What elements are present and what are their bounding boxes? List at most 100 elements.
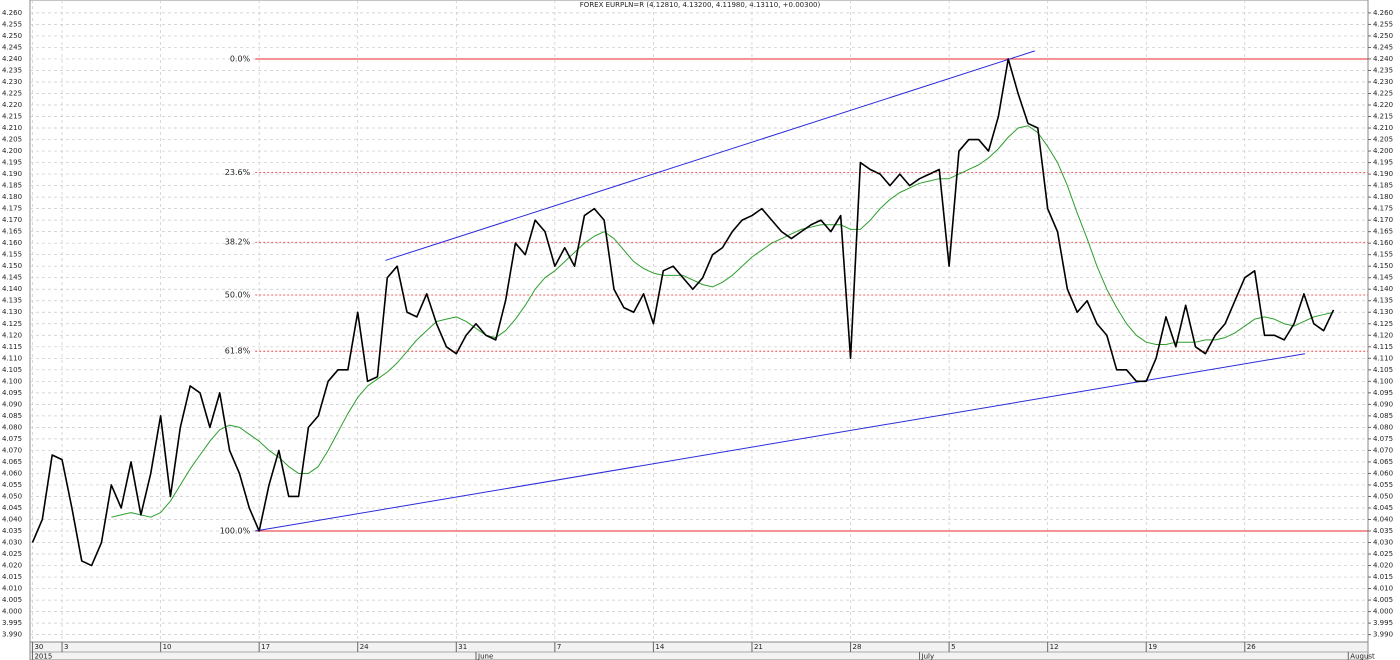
y-tick-label-right: 4.115 xyxy=(1373,343,1393,351)
y-tick-label-right: 4.120 xyxy=(1373,331,1393,339)
fib-label: 100.0% xyxy=(220,527,251,536)
y-tick-label: 4.055 xyxy=(2,481,22,489)
y-tick-label: 4.025 xyxy=(2,550,22,558)
y-tick-label-right: 4.000 xyxy=(1373,608,1393,616)
x-tick-label: 14 xyxy=(655,643,664,651)
y-tick-label: 4.185 xyxy=(2,182,22,190)
y-tick-label: 4.015 xyxy=(2,573,22,581)
y-tick-label-right: 4.030 xyxy=(1373,539,1393,547)
y-tick-label: 4.075 xyxy=(2,435,22,443)
y-tick-label-right: 4.055 xyxy=(1373,481,1393,489)
y-tick-label-right: 4.075 xyxy=(1373,435,1393,443)
y-tick-label-right: 4.245 xyxy=(1373,43,1393,51)
y-tick-label: 4.125 xyxy=(2,320,22,328)
x-tick-label: 12 xyxy=(1050,643,1059,651)
y-tick-label-right: 4.090 xyxy=(1373,400,1393,408)
y-tick-label-right: 4.235 xyxy=(1373,66,1393,74)
y-tick-label-right: 4.010 xyxy=(1373,585,1393,593)
y-tick-label: 4.005 xyxy=(2,596,22,604)
y-tick-label-right: 4.080 xyxy=(1373,423,1393,431)
y-tick-label-right: 4.015 xyxy=(1373,573,1393,581)
y-tick-label-right: 4.140 xyxy=(1373,285,1393,293)
x-tick-label: 17 xyxy=(261,643,270,651)
fib-label: 0.0% xyxy=(230,54,251,63)
x-tick-label: 30 xyxy=(34,643,43,651)
y-tick-label-right: 4.190 xyxy=(1373,170,1393,178)
y-tick-label: 4.010 xyxy=(2,585,22,593)
y-tick-label: 4.030 xyxy=(2,539,22,547)
y-tick-label-right: 4.095 xyxy=(1373,389,1393,397)
y-tick-label: 4.035 xyxy=(2,527,22,535)
y-tick-label-right: 4.210 xyxy=(1373,124,1393,132)
x-tick-label: 7 xyxy=(557,643,561,651)
x-group-label: June xyxy=(477,653,493,660)
y-tick-label: 4.110 xyxy=(2,354,22,362)
x-axis-band xyxy=(29,641,1369,660)
y-tick-label-right: 4.110 xyxy=(1373,354,1393,362)
y-tick-label-right: 4.175 xyxy=(1373,205,1393,213)
y-tick-label: 4.060 xyxy=(2,469,22,477)
y-tick-label: 4.225 xyxy=(2,89,22,97)
y-tick-label: 4.040 xyxy=(2,515,22,523)
y-tick-label-right: 4.125 xyxy=(1373,320,1393,328)
y-tick-label-right: 4.180 xyxy=(1373,193,1393,201)
y-tick-label-right: 4.255 xyxy=(1373,20,1393,28)
y-tick-label: 4.235 xyxy=(2,66,22,74)
y-tick-label: 4.170 xyxy=(2,216,22,224)
y-tick-label-right: 4.155 xyxy=(1373,251,1393,259)
y-tick-label-right: 4.020 xyxy=(1373,562,1393,570)
y-tick-label: 4.065 xyxy=(2,458,22,466)
y-tick-label-right: 4.085 xyxy=(1373,412,1393,420)
y-tick-label-right: 4.060 xyxy=(1373,469,1393,477)
y-tick-label-right: 4.250 xyxy=(1373,32,1393,40)
y-tick-label-right: 4.065 xyxy=(1373,458,1393,466)
y-tick-label: 4.150 xyxy=(2,262,22,270)
x-tick-label: 28 xyxy=(853,643,862,651)
x-group-label: August xyxy=(1350,653,1375,660)
y-tick-label-right: 4.050 xyxy=(1373,492,1393,500)
y-tick-label-right: 4.005 xyxy=(1373,596,1393,604)
y-tick-label: 4.260 xyxy=(2,9,22,17)
y-tick-label: 4.105 xyxy=(2,366,22,374)
y-tick-label: 4.130 xyxy=(2,308,22,316)
y-tick-label: 4.050 xyxy=(2,492,22,500)
y-tick-label-right: 4.145 xyxy=(1373,274,1393,282)
y-tick-label-right: 4.040 xyxy=(1373,515,1393,523)
y-tick-label-right: 4.045 xyxy=(1373,504,1393,512)
y-tick-label-right: 4.200 xyxy=(1373,147,1393,155)
y-tick-label: 4.180 xyxy=(2,193,22,201)
y-tick-label: 3.990 xyxy=(2,631,22,639)
y-tick-label-right: 4.100 xyxy=(1373,377,1393,385)
y-tick-label-right: 4.195 xyxy=(1373,159,1393,167)
price-line xyxy=(31,58,1335,567)
y-tick-label: 4.080 xyxy=(2,423,22,431)
y-tick-label-right: 4.185 xyxy=(1373,182,1393,190)
y-tick-label: 4.160 xyxy=(2,239,22,247)
x-tick-label: 21 xyxy=(754,643,763,651)
y-tick-label: 4.145 xyxy=(2,274,22,282)
y-tick-label: 4.090 xyxy=(2,400,22,408)
y-tick-label-right: 4.130 xyxy=(1373,308,1393,316)
y-tick-label: 4.175 xyxy=(2,205,22,213)
y-tick-label: 4.165 xyxy=(2,228,22,236)
x-tick-label: 3 xyxy=(64,643,68,651)
fib-label: 50.0% xyxy=(225,290,251,299)
x-tick-label: 24 xyxy=(360,643,369,651)
y-tick-label: 4.095 xyxy=(2,389,22,397)
y-tick-label-right: 4.165 xyxy=(1373,228,1393,236)
y-tick-label: 4.220 xyxy=(2,101,22,109)
y-tick-label-right: 3.990 xyxy=(1373,631,1393,639)
y-tick-label: 4.115 xyxy=(2,343,22,351)
x-group-label: July xyxy=(921,653,935,660)
y-tick-label: 4.000 xyxy=(2,608,22,616)
y-tick-label-right: 4.150 xyxy=(1373,262,1393,270)
y-tick-label-right: 4.215 xyxy=(1373,113,1393,121)
y-tick-label: 4.215 xyxy=(2,113,22,121)
y-tick-label-right: 4.260 xyxy=(1373,9,1393,17)
y-tick-label-right: 4.160 xyxy=(1373,239,1393,247)
y-tick-label: 4.020 xyxy=(2,562,22,570)
y-tick-label: 4.135 xyxy=(2,297,22,305)
x-tick-label: 31 xyxy=(458,643,467,651)
y-tick-label: 4.205 xyxy=(2,136,22,144)
